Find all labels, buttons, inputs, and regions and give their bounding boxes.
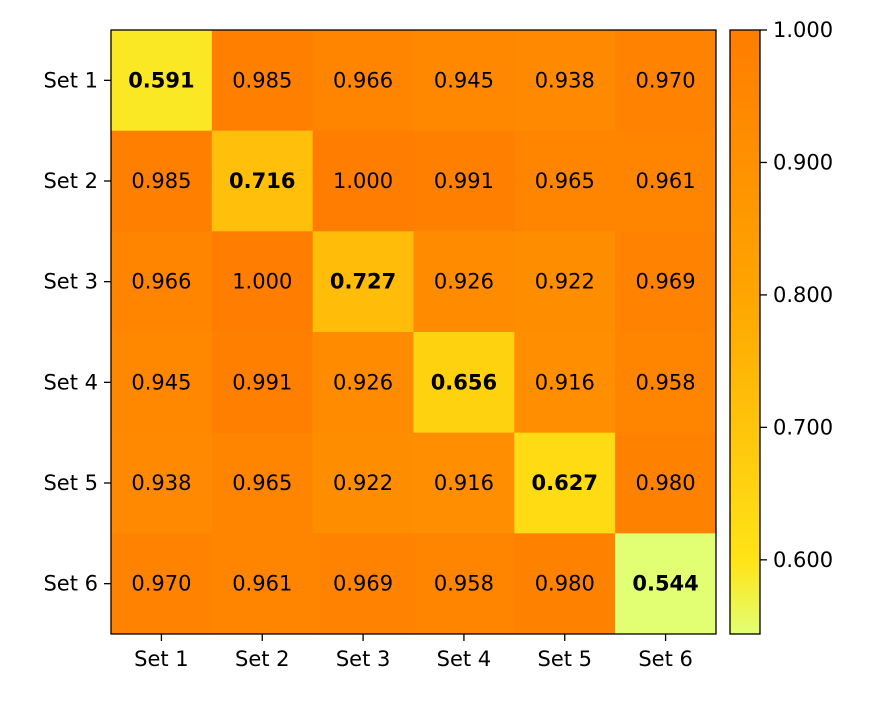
x-tick-label: Set 4 [437, 647, 492, 671]
colorbar-tick-label: 0.900 [773, 150, 833, 174]
heatmap-cell [615, 332, 717, 434]
y-tick-label: Set 2 [43, 169, 98, 193]
heatmap-cell [514, 332, 616, 434]
heatmap-cell-label: 0.938 [535, 68, 595, 92]
heatmap-cell [111, 30, 213, 132]
heatmap-cell-label: 0.966 [333, 68, 393, 92]
heatmap-cell [211, 231, 314, 333]
colorbar-ticks: 0.600 0.700 0.800 0.900 1.000 [760, 18, 833, 572]
heatmap-cell-label: 0.916 [535, 370, 595, 394]
heatmap-cell-label: 0.991 [232, 370, 292, 394]
heatmap-cell-label: 1.000 [232, 270, 292, 294]
heatmap-cell-label: 0.965 [535, 169, 595, 193]
x-axis-ticks: Set 1 Set 2 Set 3 Set 4 Set 5 Set 6 [134, 634, 693, 671]
heatmap-cell [111, 332, 213, 434]
heatmap-cell [514, 30, 616, 132]
heatmap-cell [211, 533, 314, 635]
heatmap-cell [312, 130, 414, 232]
y-tick-label: Set 5 [43, 471, 98, 495]
heatmap-cell-label: 0.926 [434, 270, 494, 294]
heatmap-cell-label: 0.969 [333, 572, 393, 596]
heatmap-cell [514, 231, 616, 333]
heatmap-cell [413, 130, 515, 232]
heatmap-cell [111, 130, 213, 232]
heatmap-cell [615, 432, 717, 534]
colorbar-tick-label: 0.700 [773, 415, 833, 439]
heatmap-cell-label: 0.544 [632, 572, 698, 596]
heatmap-cell [312, 533, 414, 635]
heatmap-cell-label: 0.970 [636, 68, 696, 92]
heatmap-cell-label: 0.985 [232, 68, 292, 92]
heatmap-cell [111, 432, 213, 534]
heatmap-cell [211, 130, 314, 232]
heatmap-cell-label: 0.969 [636, 270, 696, 294]
plot-frame [110, 29, 717, 635]
heatmap-cell [211, 432, 314, 534]
heatmap-cell [413, 231, 515, 333]
heatmap-cell [111, 533, 213, 635]
x-tick-label: Set 1 [134, 647, 189, 671]
heatmap-cell [514, 533, 616, 635]
heatmap-cell [312, 432, 414, 534]
heatmap-cell-label: 0.916 [434, 471, 494, 495]
heatmap-cell-label: 0.922 [333, 471, 393, 495]
heatmap-cells [111, 30, 717, 635]
colorbar-tick-label: 0.600 [773, 548, 833, 572]
heatmap-cell-label: 0.980 [535, 572, 595, 596]
y-axis-ticks: Set 1 Set 2 Set 3 Set 4 Set 5 Set 6 [43, 68, 111, 596]
heatmap-cell-label: 0.961 [232, 572, 292, 596]
y-tick-label: Set 4 [43, 370, 98, 394]
heatmap-cell-label: 0.958 [434, 572, 494, 596]
heatmap-cell-label: 0.716 [229, 169, 295, 193]
heatmap-cell [312, 30, 414, 132]
heatmap-cell-label: 0.985 [131, 169, 191, 193]
heatmap-cell [312, 231, 414, 333]
heatmap-cell-label: 0.945 [131, 370, 191, 394]
heatmap-cell-label: 0.980 [636, 471, 696, 495]
heatmap-cell-label: 0.961 [636, 169, 696, 193]
x-tick-label: Set 2 [235, 647, 290, 671]
heatmap-cell-label: 0.922 [535, 270, 595, 294]
heatmap-cell-label: 0.970 [131, 572, 191, 596]
x-tick-label: Set 6 [638, 647, 693, 671]
heatmap-cell-label: 0.991 [434, 169, 494, 193]
heatmap-cell-label: 0.926 [333, 370, 393, 394]
colorbar [729, 29, 761, 635]
heatmap-cell [615, 130, 717, 232]
heatmap-cell-label: 0.938 [131, 471, 191, 495]
heatmap-cell [514, 130, 616, 232]
heatmap-cell-label: 1.000 [333, 169, 393, 193]
heatmap-cell-label: 0.965 [232, 471, 292, 495]
heatmap-cell [211, 332, 314, 434]
colorbar-tick-label: 0.800 [773, 283, 833, 307]
heatmap-cell-labels: 0.591 0.985 0.966 0.945 0.938 0.970 0.985 0.716… [128, 68, 699, 595]
y-tick-label: Set 1 [43, 68, 98, 92]
x-tick-label: Set 5 [537, 647, 592, 671]
heatmap-cell-label: 0.656 [431, 370, 497, 394]
heatmap-cell-label: 0.627 [532, 471, 598, 495]
heatmap-cell [111, 231, 213, 333]
colorbar-tick-label: 1.000 [773, 18, 833, 42]
heatmap-cell [413, 533, 515, 635]
heatmap-cell-label: 0.591 [128, 68, 194, 92]
heatmap-cell [312, 332, 414, 434]
heatmap-cell [615, 231, 717, 333]
heatmap-cell-label: 0.966 [131, 270, 191, 294]
heatmap-cell [413, 332, 515, 434]
y-tick-label: Set 6 [43, 572, 98, 596]
heatmap-cell-label: 0.727 [330, 270, 396, 294]
heatmap-cell-label: 0.958 [636, 370, 696, 394]
x-tick-label: Set 3 [336, 647, 391, 671]
heatmap-cell [615, 30, 717, 132]
y-tick-label: Set 3 [43, 270, 98, 294]
heatmap-cell [211, 30, 314, 132]
heatmap-cell [615, 533, 717, 635]
heatmap-cell [514, 432, 616, 534]
heatmap-cell [413, 432, 515, 534]
heatmap-cell [413, 30, 515, 132]
heatmap-cell-label: 0.945 [434, 68, 494, 92]
